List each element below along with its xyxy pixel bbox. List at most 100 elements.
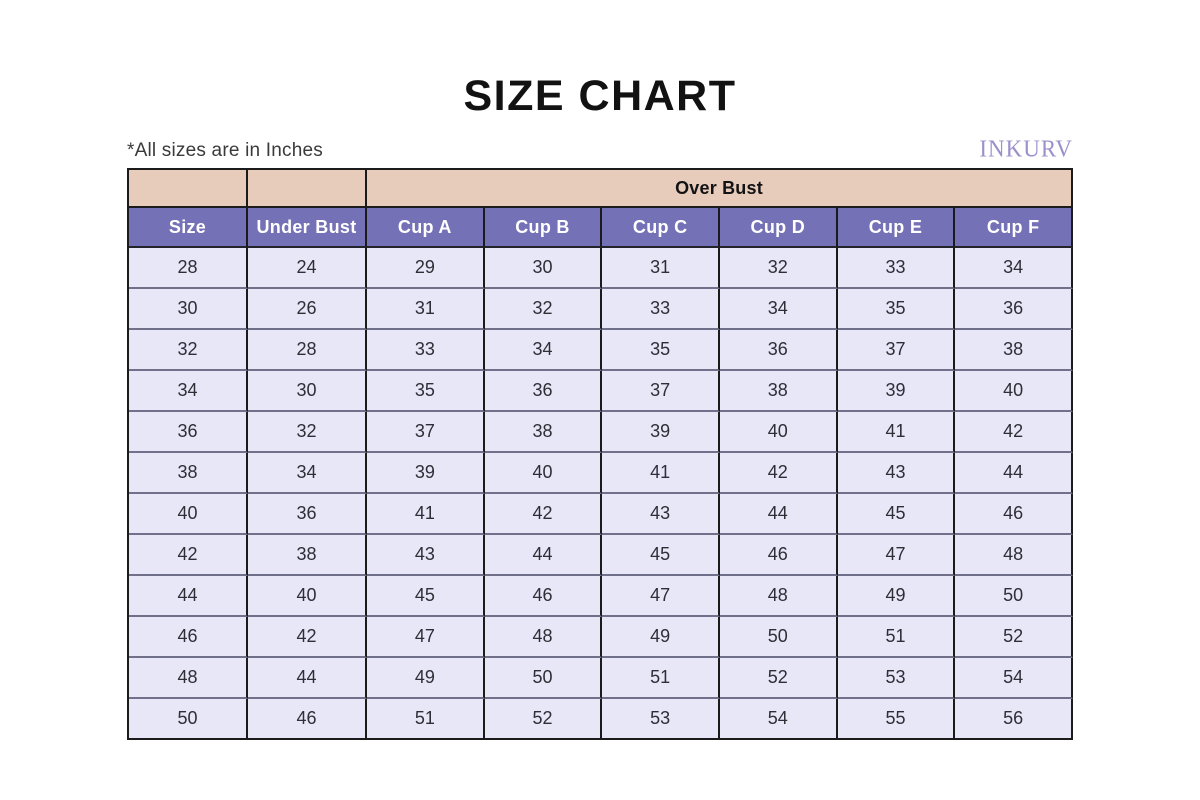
table-cell: 55 xyxy=(837,699,956,741)
table-row: 28 24 29 30 31 32 33 34 xyxy=(129,248,1073,290)
table-cell: 53 xyxy=(837,658,956,700)
table-cell: 46 xyxy=(129,617,248,659)
column-header-cup-f: Cup F xyxy=(955,208,1073,249)
table-cell: 31 xyxy=(367,289,485,331)
column-header-row: Size Under Bust Cup A Cup B Cup C Cup D … xyxy=(129,208,1073,249)
table-cell: 45 xyxy=(837,494,956,536)
table-cell: 28 xyxy=(129,248,248,290)
table-cell: 49 xyxy=(602,617,720,659)
table-cell: 43 xyxy=(367,535,485,577)
table-cell: 39 xyxy=(367,453,485,495)
meta-row: *All sizes are in Inches INKURV xyxy=(127,135,1073,162)
table-cell: 51 xyxy=(837,617,956,659)
column-header-cup-e: Cup E xyxy=(837,208,956,249)
table-cell: 36 xyxy=(248,494,367,536)
table-cell: 46 xyxy=(955,494,1073,536)
table-cell: 44 xyxy=(484,535,603,577)
column-header-size: Size xyxy=(129,208,248,249)
table-cell: 38 xyxy=(248,535,367,577)
table-cell: 42 xyxy=(484,494,603,536)
table-cell: 38 xyxy=(955,330,1073,372)
table-cell: 34 xyxy=(955,248,1073,290)
table-cell: 44 xyxy=(129,576,248,618)
table-cell: 30 xyxy=(248,371,367,413)
table-cell: 56 xyxy=(955,699,1073,741)
table-cell: 35 xyxy=(367,371,485,413)
table-cell: 47 xyxy=(602,576,720,618)
table-cell: 49 xyxy=(837,576,956,618)
column-header-cup-a: Cup A xyxy=(367,208,485,249)
table-cell: 42 xyxy=(955,412,1073,454)
table-row: 38 34 39 40 41 42 43 44 xyxy=(129,453,1073,495)
table-row: 48 44 49 50 51 52 53 54 xyxy=(129,658,1073,700)
table-cell: 31 xyxy=(602,248,720,290)
table-cell: 42 xyxy=(129,535,248,577)
table-cell: 45 xyxy=(367,576,485,618)
table-cell: 51 xyxy=(367,699,485,741)
table-cell: 40 xyxy=(955,371,1073,413)
table-cell: 51 xyxy=(602,658,720,700)
group-spacer-cell xyxy=(129,170,248,209)
column-header-under-bust: Under Bust xyxy=(248,208,367,249)
table-cell: 41 xyxy=(367,494,485,536)
table-cell: 38 xyxy=(484,412,603,454)
table-cell: 52 xyxy=(484,699,603,741)
table-row: 30 26 31 32 33 34 35 36 xyxy=(129,289,1073,331)
table-cell: 50 xyxy=(955,576,1073,618)
table-cell: 37 xyxy=(602,371,720,413)
table-cell: 29 xyxy=(367,248,485,290)
table-cell: 46 xyxy=(719,535,838,577)
table-cell: 41 xyxy=(602,453,720,495)
table-cell: 53 xyxy=(602,699,720,741)
table-row: 46 42 47 48 49 50 51 52 xyxy=(129,617,1073,659)
table-cell: 39 xyxy=(602,412,720,454)
column-header-cup-d: Cup D xyxy=(719,208,838,249)
table-cell: 35 xyxy=(602,330,720,372)
table-cell: 30 xyxy=(129,289,248,331)
table-row: 42 38 43 44 45 46 47 48 xyxy=(129,535,1073,577)
table-cell: 49 xyxy=(367,658,485,700)
table-cell: 43 xyxy=(602,494,720,536)
table-cell: 46 xyxy=(484,576,603,618)
table-cell: 48 xyxy=(719,576,838,618)
table-cell: 32 xyxy=(719,248,838,290)
table-cell: 46 xyxy=(248,699,367,741)
table-cell: 47 xyxy=(837,535,956,577)
table-cell: 40 xyxy=(248,576,367,618)
table-cell: 28 xyxy=(248,330,367,372)
table-cell: 42 xyxy=(248,617,367,659)
table-cell: 34 xyxy=(719,289,838,331)
table-cell: 48 xyxy=(955,535,1073,577)
units-note: *All sizes are in Inches xyxy=(127,140,323,162)
column-header-cup-c: Cup C xyxy=(602,208,720,249)
table-cell: 48 xyxy=(129,658,248,700)
brand-logo: INKURV xyxy=(979,135,1073,162)
over-bust-header: Over Bust xyxy=(367,170,1073,209)
table-cell: 50 xyxy=(719,617,838,659)
table-cell: 30 xyxy=(484,248,603,290)
table-cell: 35 xyxy=(837,289,956,331)
table-row: 44 40 45 46 47 48 49 50 xyxy=(129,576,1073,618)
table-cell: 44 xyxy=(719,494,838,536)
table-cell: 36 xyxy=(955,289,1073,331)
table-cell: 40 xyxy=(719,412,838,454)
table-cell: 36 xyxy=(719,330,838,372)
table-row: 34 30 35 36 37 38 39 40 xyxy=(129,371,1073,413)
table-cell: 52 xyxy=(955,617,1073,659)
table-cell: 48 xyxy=(484,617,603,659)
table-cell: 38 xyxy=(129,453,248,495)
table-cell: 45 xyxy=(602,535,720,577)
table-cell: 43 xyxy=(837,453,956,495)
table-cell: 41 xyxy=(837,412,956,454)
table-cell: 40 xyxy=(484,453,603,495)
table-cell: 50 xyxy=(484,658,603,700)
table-cell: 54 xyxy=(955,658,1073,700)
table-cell: 42 xyxy=(719,453,838,495)
group-header-row: Over Bust xyxy=(129,170,1073,209)
table-cell: 36 xyxy=(484,371,603,413)
table-cell: 32 xyxy=(129,330,248,372)
table-row: 32 28 33 34 35 36 37 38 xyxy=(129,330,1073,372)
table-cell: 50 xyxy=(129,699,248,741)
table-cell: 24 xyxy=(248,248,367,290)
table-cell: 36 xyxy=(129,412,248,454)
